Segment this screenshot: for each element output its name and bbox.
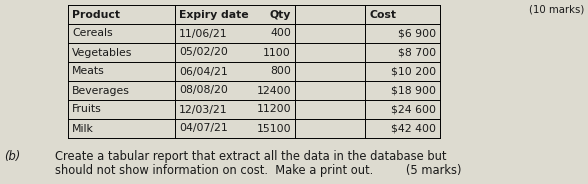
Text: 04/07/21: 04/07/21 bbox=[179, 123, 228, 134]
Text: 800: 800 bbox=[270, 66, 291, 77]
Text: 11/06/21: 11/06/21 bbox=[179, 29, 228, 38]
Text: $24 600: $24 600 bbox=[391, 105, 436, 114]
Text: Fruits: Fruits bbox=[72, 105, 102, 114]
Text: Beverages: Beverages bbox=[72, 86, 130, 95]
Text: Qty: Qty bbox=[270, 10, 291, 20]
Text: Create a tabular report that extract all the data in the database but: Create a tabular report that extract all… bbox=[55, 150, 446, 163]
Text: $42 400: $42 400 bbox=[391, 123, 436, 134]
Text: Product: Product bbox=[72, 10, 120, 20]
Text: $8 700: $8 700 bbox=[398, 47, 436, 57]
Text: Cost: Cost bbox=[369, 10, 396, 20]
Text: 12/03/21: 12/03/21 bbox=[179, 105, 228, 114]
Text: $10 200: $10 200 bbox=[391, 66, 436, 77]
Text: (b): (b) bbox=[4, 150, 20, 163]
Text: $18 900: $18 900 bbox=[391, 86, 436, 95]
Text: Milk: Milk bbox=[72, 123, 94, 134]
Text: 08/08/20: 08/08/20 bbox=[179, 86, 228, 95]
Text: should not show information on cost.  Make a print out.         (5 marks): should not show information on cost. Mak… bbox=[55, 164, 462, 177]
Text: 15100: 15100 bbox=[256, 123, 291, 134]
Text: Cereals: Cereals bbox=[72, 29, 113, 38]
Text: Vegetables: Vegetables bbox=[72, 47, 132, 57]
Text: Meats: Meats bbox=[72, 66, 105, 77]
Text: 11200: 11200 bbox=[256, 105, 291, 114]
Text: 05/02/20: 05/02/20 bbox=[179, 47, 228, 57]
Text: 12400: 12400 bbox=[256, 86, 291, 95]
Text: 06/04/21: 06/04/21 bbox=[179, 66, 228, 77]
Text: 1100: 1100 bbox=[263, 47, 291, 57]
Text: $6 900: $6 900 bbox=[398, 29, 436, 38]
Text: Expiry date: Expiry date bbox=[179, 10, 249, 20]
Text: 400: 400 bbox=[270, 29, 291, 38]
Text: (10 marks): (10 marks) bbox=[529, 4, 584, 14]
